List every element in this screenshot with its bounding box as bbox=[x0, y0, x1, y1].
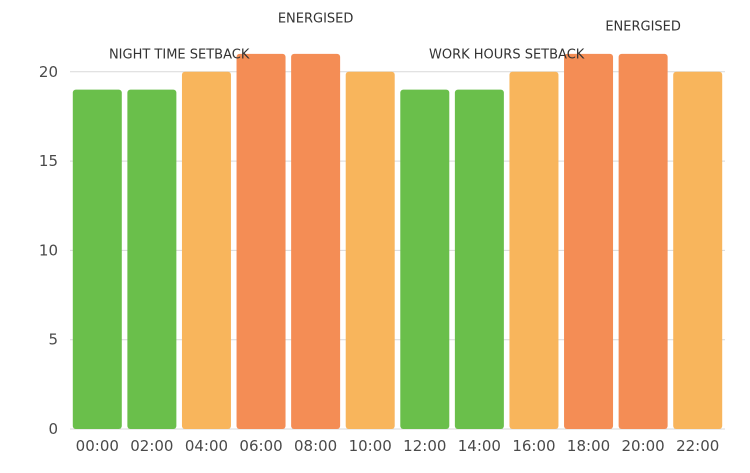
x-tick-label: 22:00 bbox=[676, 437, 719, 455]
bar bbox=[291, 53, 341, 429]
bar bbox=[127, 89, 177, 430]
annotation-label: WORK HOURS SETBACK bbox=[429, 47, 585, 62]
annotation-label: NIGHT TIME SETBACK bbox=[109, 47, 250, 62]
y-tick-label: 10 bbox=[39, 241, 58, 259]
y-tick-label: 20 bbox=[39, 63, 58, 81]
bar bbox=[454, 89, 504, 430]
annotations: NIGHT TIME SETBACK ENERGISED WORK HOURS SE… bbox=[109, 12, 681, 63]
y-tick-label: 15 bbox=[39, 152, 58, 170]
x-tick-label: 20:00 bbox=[622, 437, 665, 455]
bar bbox=[72, 89, 122, 430]
x-tick-label: 02:00 bbox=[130, 437, 173, 455]
bar bbox=[673, 71, 723, 429]
bar bbox=[236, 53, 286, 429]
bar bbox=[400, 89, 450, 430]
bars bbox=[72, 53, 723, 430]
x-tick-label: 06:00 bbox=[239, 437, 282, 455]
y-tick-label: 0 bbox=[48, 420, 58, 438]
x-tick-label: 14:00 bbox=[458, 437, 501, 455]
x-tick-label: 08:00 bbox=[294, 437, 337, 455]
x-axis-ticks: 00:00 02:00 04:00 06:00 08:00 10:00 12:00 14:00… bbox=[76, 437, 720, 455]
x-tick-label: 00:00 bbox=[76, 437, 119, 455]
x-tick-label: 12:00 bbox=[403, 437, 446, 455]
x-tick-label: 18:00 bbox=[567, 437, 610, 455]
bar bbox=[564, 53, 614, 429]
annotation-label: ENERGISED bbox=[605, 20, 681, 35]
bar bbox=[509, 71, 559, 429]
gridlines bbox=[70, 71, 725, 430]
x-tick-label: 10:00 bbox=[349, 437, 392, 455]
x-tick-label: 04:00 bbox=[185, 437, 228, 455]
bar bbox=[181, 71, 231, 429]
x-tick-label: 16:00 bbox=[512, 437, 555, 455]
y-axis-ticks: 0 5 10 15 20 bbox=[39, 63, 58, 438]
bar bbox=[345, 71, 395, 429]
annotation-label: ENERGISED bbox=[278, 12, 354, 27]
y-tick-label: 5 bbox=[48, 331, 58, 349]
bar bbox=[618, 53, 668, 429]
